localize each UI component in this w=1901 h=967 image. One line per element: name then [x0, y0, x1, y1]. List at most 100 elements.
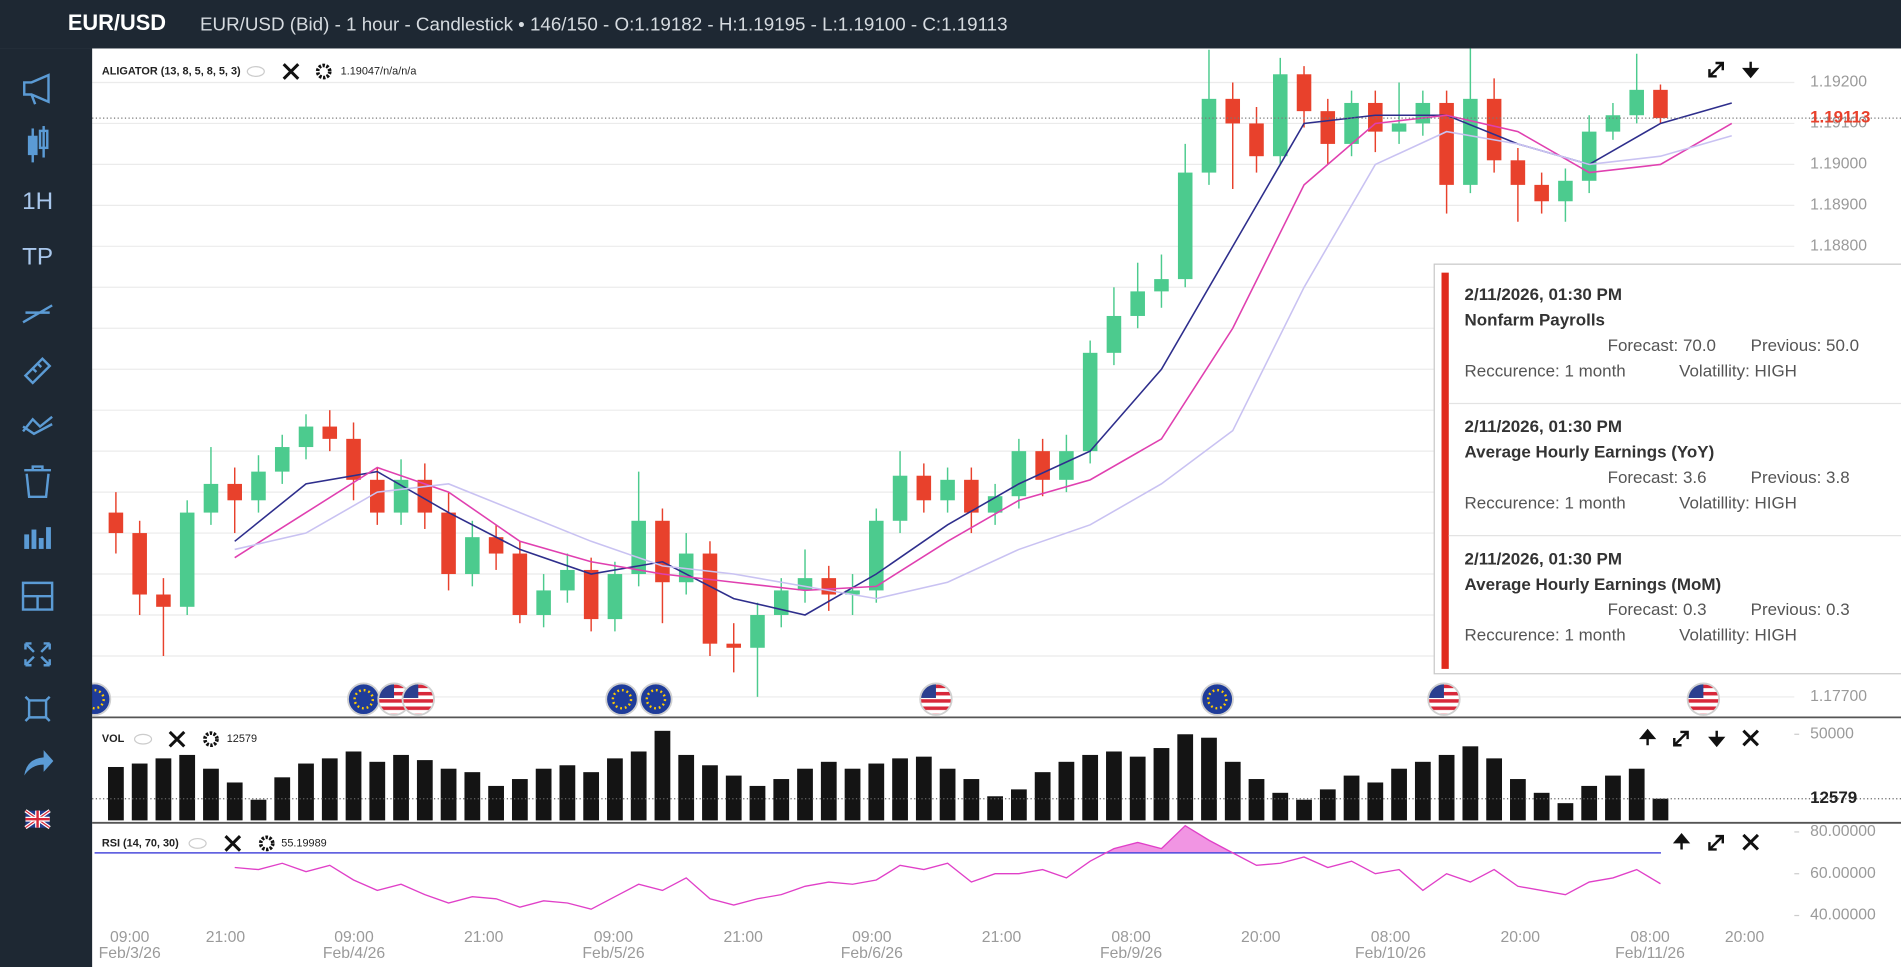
volume-bar	[1248, 779, 1265, 821]
x-tick-label: 08:00	[1630, 929, 1670, 946]
x-tick-label: 21:00	[724, 929, 764, 946]
event-flag[interactable]	[401, 682, 435, 716]
flag-eu	[639, 682, 673, 716]
y-tick-label: 1.19100	[1810, 115, 1867, 132]
volume-bar	[630, 751, 647, 821]
candle-body	[1415, 102, 1431, 124]
move-up-icon[interactable]	[1672, 833, 1691, 850]
volume-bar	[369, 761, 386, 821]
event-previous: Previous: 50.0	[1751, 336, 1859, 355]
fit-icon[interactable]	[24, 695, 51, 722]
event-flag[interactable]	[1686, 682, 1721, 716]
close-pane-icon[interactable]	[1742, 729, 1760, 747]
volume-bar	[1034, 772, 1051, 821]
volume-bar	[868, 763, 885, 821]
event-flag[interactable]	[605, 682, 639, 716]
event-flag[interactable]	[639, 682, 673, 716]
fullscreen-icon[interactable]	[24, 642, 51, 667]
volume-bar	[203, 768, 219, 821]
move-down-icon[interactable]	[1708, 730, 1726, 748]
timeframe-button[interactable]: 1H	[22, 188, 53, 215]
close-icon[interactable]	[282, 63, 300, 80]
download-icon[interactable]	[1742, 61, 1760, 79]
sidebar-icons: 1H TP	[21, 73, 54, 830]
candle-body	[1534, 184, 1549, 202]
announcement-icon[interactable]	[23, 73, 50, 105]
event-flag[interactable]	[1200, 682, 1234, 716]
x-date-label: Feb/5/26	[582, 945, 644, 962]
candle-body	[1296, 74, 1312, 112]
rsi-label: RSI (14, 70, 30)	[102, 837, 179, 849]
volume-bar	[797, 768, 813, 821]
event-flag[interactable]	[919, 682, 953, 716]
bars-icon[interactable]	[24, 527, 51, 549]
layout-icon[interactable]	[21, 581, 54, 611]
close-icon[interactable]	[224, 835, 242, 852]
candle-body	[869, 520, 884, 591]
x-tick-label: 09:00	[852, 929, 892, 946]
volume-label: VOL	[102, 733, 125, 745]
share-icon[interactable]	[24, 750, 54, 776]
candles-icon[interactable]	[27, 126, 49, 163]
event-name: Nonfarm Payrolls	[1465, 311, 1605, 330]
volume-bar	[725, 775, 742, 821]
expand-icon[interactable]	[1708, 61, 1724, 78]
volume-bar	[393, 754, 409, 821]
line-tool-icon[interactable]	[22, 304, 53, 324]
candle-body	[1320, 111, 1336, 144]
candle-body	[1368, 102, 1383, 132]
chart-info: EUR/USD (Bid) - 1 hour - Candlestick • 1…	[200, 13, 1008, 34]
candle-body	[441, 512, 456, 575]
expand-icon[interactable]	[1708, 834, 1724, 851]
volume-bar	[226, 782, 243, 821]
candle-body	[940, 479, 955, 501]
ruler-icon[interactable]	[23, 356, 52, 385]
candle-body	[964, 479, 979, 513]
volume-bar	[678, 754, 695, 821]
volume-bar	[535, 768, 552, 821]
event-recurrence: Reccurence: 1 month	[1465, 626, 1626, 645]
settings-icon[interactable]	[203, 731, 219, 748]
event-volatility: Volatillity: HIGH	[1679, 626, 1797, 645]
x-tick-label: 09:00	[110, 929, 150, 946]
eye-icon[interactable]	[188, 837, 207, 849]
volume-bar	[250, 799, 267, 821]
language-flag[interactable]	[24, 809, 51, 830]
move-up-icon[interactable]	[1638, 728, 1657, 746]
eye-icon[interactable]	[133, 733, 153, 745]
event-previous: Previous: 0.3	[1751, 600, 1850, 619]
volume-bar	[298, 763, 314, 821]
volume-bar	[607, 758, 623, 821]
tp-button[interactable]: TP	[22, 244, 53, 271]
x-tick-label: 21:00	[982, 929, 1022, 946]
trash-icon[interactable]	[24, 465, 51, 499]
settings-icon[interactable]	[315, 63, 332, 80]
volume-bar	[1557, 803, 1574, 821]
close-pane-icon[interactable]	[1742, 833, 1760, 851]
x-date-label: Feb/10/26	[1355, 945, 1426, 962]
event-volatility: Volatillity: HIGH	[1679, 494, 1797, 513]
y-tick-label: 50000	[1810, 725, 1854, 742]
candle-body	[298, 426, 314, 448]
eye-icon[interactable]	[246, 66, 265, 77]
last-volume-label: 12579	[1810, 788, 1857, 807]
candle-body	[1082, 352, 1098, 452]
settings-icon[interactable]	[258, 835, 275, 852]
event-flag[interactable]	[347, 682, 381, 716]
event-name: Average Hourly Earnings (YoY)	[1465, 443, 1715, 462]
volume-bar	[440, 768, 457, 821]
x-tick-label: 21:00	[206, 929, 246, 946]
volume-bar	[1319, 789, 1336, 821]
alligator-line	[234, 130, 1732, 600]
volume-bar	[1605, 775, 1621, 821]
expand-icon[interactable]	[1673, 730, 1689, 747]
rsi-line	[234, 824, 1661, 910]
event-time: 2/11/2026, 01:30 PM	[1465, 417, 1622, 436]
event-flag[interactable]	[1427, 682, 1461, 716]
indicator-icon[interactable]	[22, 415, 53, 436]
volume-bar	[987, 796, 1003, 821]
volume-bar	[1391, 768, 1407, 821]
x-tick-label: 20:00	[1501, 929, 1541, 946]
close-icon[interactable]	[168, 730, 186, 748]
candle-body	[251, 471, 266, 501]
